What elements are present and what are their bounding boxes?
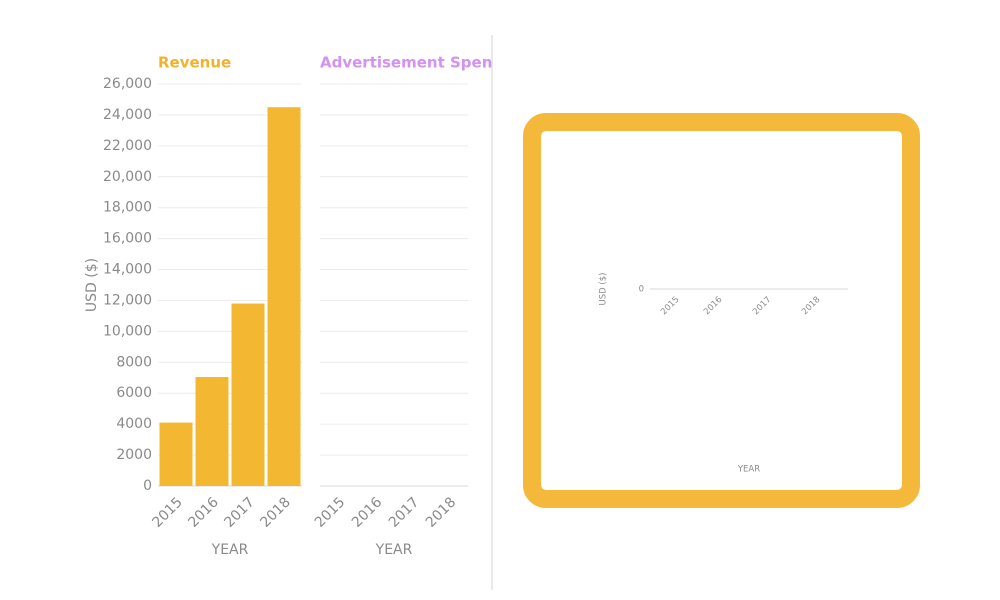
y-tick-label: 14,000 (103, 262, 152, 278)
x-axis-label: YEAR (211, 542, 249, 558)
y-tick-label: 0 (143, 478, 152, 494)
x-axis-label: YEAR (375, 542, 413, 558)
y-tick-label: 20,000 (103, 169, 152, 185)
y-tick-label: 24,000 (103, 107, 152, 123)
chart-title: Revenue (158, 54, 231, 72)
x-tick-label: 2017 (221, 494, 258, 531)
y-tick-label: 26,000 (103, 76, 152, 92)
x-tick-label: 2015 (312, 494, 349, 531)
x-tick-label: 2015 (149, 494, 186, 531)
y-axis-label: USD ($) (599, 273, 609, 306)
bar (231, 303, 265, 486)
chart-title: Advertisement Spen (320, 54, 492, 72)
y-tick-label: 8000 (116, 354, 152, 370)
x-tick-label: 2018 (423, 494, 460, 531)
highlight-frame (523, 113, 920, 508)
bar (195, 376, 229, 486)
y-tick-label: 2000 (116, 447, 152, 463)
y-tick-label: 4000 (116, 416, 152, 432)
y-axis-label: USD ($) (84, 258, 100, 312)
y-tick-label: 10,000 (103, 323, 152, 339)
x-axis-label: YEAR (737, 465, 760, 475)
y-tick-label: 22,000 (103, 138, 152, 154)
x-tick-label: 2018 (257, 494, 294, 531)
y-tick-label: 16,000 (103, 231, 152, 247)
y-tick-label: 18,000 (103, 200, 152, 216)
x-tick-label: 2017 (386, 494, 423, 531)
y-tick-label: 12,000 (103, 292, 152, 308)
y-tick-label: 6000 (116, 385, 152, 401)
bar (267, 107, 301, 486)
y-tick-label: 0 (639, 285, 644, 295)
x-tick-label: 2016 (349, 494, 386, 531)
x-tick-label: 2016 (185, 494, 222, 531)
bar (159, 422, 193, 486)
